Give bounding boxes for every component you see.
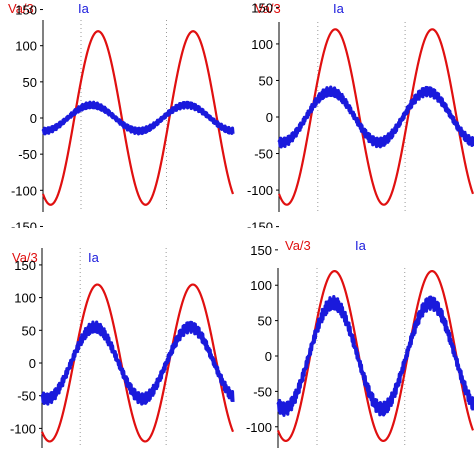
y-tick-label: -100: [11, 183, 37, 198]
y-tick-label: 150: [14, 258, 36, 273]
y-tick-label: 150: [251, 0, 273, 15]
y-tick-label: -150: [247, 220, 273, 228]
y-tick-label: -50: [254, 147, 273, 162]
y-tick-label: 100: [250, 278, 272, 293]
y-tick-label: 100: [251, 37, 273, 52]
chart-panel-top-left: Va/3 Ia 150 100 50 0 -50 -100 -150: [0, 0, 237, 234]
chart-svg: Va/3 Ia 150 100 50 0 -50 -100 -150: [247, 0, 474, 235]
y-tick-label: 0: [265, 349, 272, 364]
chart-panel-top-right: Va/3 Ia 150 100 50 0 -50 -100 -150: [237, 0, 474, 235]
legend-ia: Ia: [78, 1, 90, 16]
series-ia-line: [40, 320, 235, 406]
series-va3-line: [41, 30, 235, 206]
series-va3-line: [40, 283, 235, 443]
legend-va: Va/3: [12, 250, 38, 265]
y-tick-label: -150: [11, 219, 37, 228]
legend-va: Va/3: [255, 1, 281, 16]
y-tick-label: 0: [30, 111, 37, 126]
y-tick-label: 150: [250, 243, 272, 258]
y-tick-label: 50: [259, 73, 273, 88]
y-tick-label: 0: [29, 356, 36, 371]
y-tick-label: 150: [15, 3, 37, 18]
y-tick-label: 0: [266, 110, 273, 125]
y-tick-label: -50: [253, 384, 272, 399]
series-ia-line: [41, 100, 235, 136]
chart-svg: Va/3 Ia 150 100 50 0 -50 -100 -150: [8, 1, 235, 234]
y-tick-label: 50: [23, 75, 37, 90]
series-va3-line: [277, 28, 474, 206]
y-tick-label: -50: [17, 389, 36, 404]
y-tick-label: 100: [15, 39, 37, 54]
y-tick-label: -100: [247, 183, 273, 198]
y-tick-label: 50: [22, 323, 36, 338]
y-tick-label: -50: [18, 147, 37, 162]
y-tick-label: 50: [258, 314, 272, 329]
series-ia-line: [276, 295, 474, 417]
legend-va: Va/3: [8, 1, 34, 16]
y-tick-label: -100: [246, 420, 272, 435]
legend-ia: Ia: [355, 238, 367, 253]
y-tick-label: -100: [10, 421, 36, 436]
legend-ia: Ia: [88, 250, 100, 265]
legend-ia: Ia: [333, 1, 345, 16]
y-tick-label: 100: [14, 291, 36, 306]
legend-va: Va/3: [285, 238, 311, 253]
series-ia-line: [277, 85, 474, 149]
